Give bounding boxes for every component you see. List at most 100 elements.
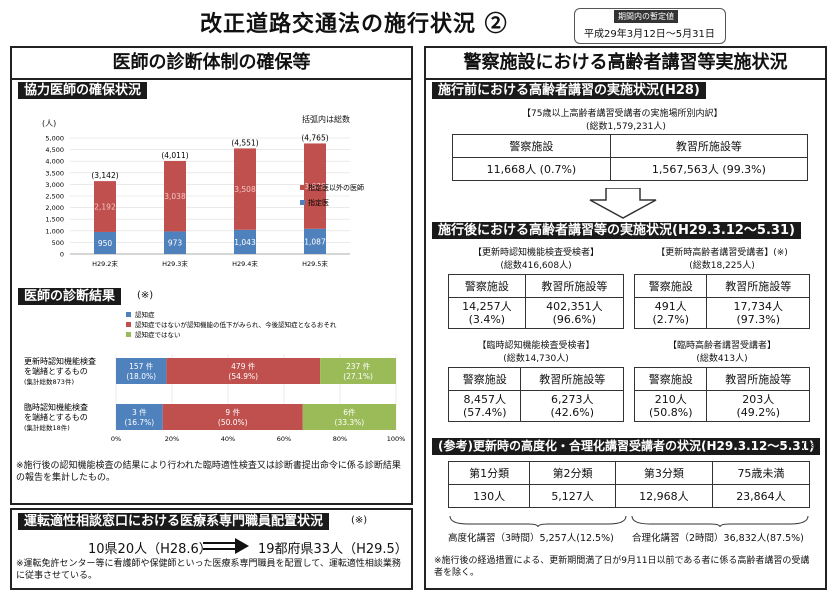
page-title: 改正道路交通法の施行状況 ② [200, 11, 508, 37]
after-val-police: 14,257人 (3.4%) [448, 297, 526, 329]
bar-other [304, 143, 326, 229]
bar-designated [164, 231, 186, 254]
after-block-title: 【更新時高齢者講習受講者】(※) [634, 245, 810, 258]
y-tick-label: 1,500 [45, 216, 64, 224]
after-val-pct: (42.6%) [550, 406, 594, 419]
bar-value-label: 1,043 [234, 238, 256, 247]
bar-total-label: (4,551) [231, 138, 258, 147]
after-col-police: 警察施設 [448, 274, 526, 298]
after-val-school: 203人 (49.2%) [706, 390, 810, 422]
reference-col-header: 75歳未満 [711, 461, 811, 485]
after-block-table: 警察施設 教習所施設等 14,257人 (3.4%) 402,351人 (96.6%) [448, 274, 625, 329]
before-caption1: 【75歳以上高齢者講習受講者の実施場所別内訳】 [522, 109, 723, 119]
bar-value-label: 1,087 [304, 237, 326, 246]
staff-note: ※運転免許センター等に看護師や保健師といった医療系専門職員を配置して、運転適性相… [16, 559, 401, 581]
after-col-school: 教習所施設等 [706, 274, 810, 298]
segment-pct-label: (16.7%) [125, 418, 155, 427]
after-val-count: 8,457人 [463, 393, 506, 406]
x-tick-label: H29.5末 [302, 259, 328, 268]
before-header: 施行前における高齢者講習の実施状況(H28) [432, 82, 706, 99]
staff-header: 運転適性相談窓口における医療系専門職員配置状況 [18, 513, 330, 530]
bar-segment [162, 404, 303, 430]
bar-total-label: (4,011) [161, 151, 188, 160]
segment-count-label: 157 件 [129, 361, 154, 371]
x-tick-label: 60% [277, 435, 291, 443]
after-val-pct: (3.4%) [468, 313, 506, 326]
after-val-count: 17,734人 [733, 300, 783, 313]
bar-designated [94, 231, 116, 254]
bar-total-label: (4,765) [301, 133, 328, 142]
after-block-table: 警察施設 教習所施設等 491人 (2.7%) 17,734人 (97.3%) [633, 274, 810, 329]
after-val-pct: (96.6%) [552, 313, 597, 326]
chart-unit: (人) [42, 119, 57, 128]
bar-value-label: 973 [168, 239, 183, 248]
bar-total-label: (3,142) [91, 171, 118, 180]
before-caption2: (総数1,579,231人) [586, 122, 666, 132]
y-tick-label: 1,000 [45, 227, 64, 235]
bar-other [164, 160, 186, 232]
after-val-pct: (50.8%) [648, 406, 693, 419]
after-block-total: (総数416,608人) [500, 261, 572, 271]
bar-segment [116, 358, 167, 384]
reference-table: 第1分類 第2分類 第3分類 75歳未満 130人 5,127人 12,968人 23,86… [447, 461, 811, 508]
bar-other [234, 148, 256, 230]
x-tick-label: 40% [221, 435, 235, 443]
reference-value: 5,127人 [529, 484, 616, 508]
reference-header: (参考)更新時の高度化・合理化講習受講者の状況(H29.3.12～5.31) [432, 438, 821, 455]
y-tick-label: 3,500 [45, 169, 64, 177]
segment-pct-label: (27.1%) [343, 372, 373, 381]
bar-designated [234, 229, 256, 254]
down-arrow-icon [589, 188, 657, 219]
diagnosis-mark: (※) [137, 290, 154, 301]
after-block-total: (総数14,730人) [503, 354, 569, 364]
before-col-school: 教習所施設等 [609, 134, 809, 158]
reference-brace [449, 515, 809, 528]
before-val-police: 11,668人 (0.7%) [452, 157, 611, 181]
after-block-title-text: 【更新時高齢者講習受講者】 [656, 248, 774, 258]
staff-mark: (※) [351, 515, 368, 526]
after-block-title: 【臨時高齢者講習受講者】 [634, 338, 810, 351]
segment-pct-label: (50.0%) [218, 418, 248, 427]
after-col-school: 教習所施設等 [520, 367, 624, 391]
after-val-pct: (97.3%) [736, 313, 780, 326]
after-val-police: 210人 (50.8%) [633, 390, 708, 422]
before-val-school: 1,567,563人 (99.3%) [609, 157, 809, 181]
y-tick-label: 2,000 [45, 204, 64, 212]
reference-value: 12,968人 [614, 484, 713, 508]
reference-col-header: 第2分類 [529, 461, 616, 485]
after-block-total: (総数18,225人) [689, 261, 755, 271]
right-arrow-icon [203, 538, 249, 554]
y-tick-label: 4,500 [45, 146, 64, 154]
after-val-count: 203人 [742, 393, 775, 406]
legend-swatch [126, 332, 131, 337]
segment-count-label: 6件 [343, 407, 356, 417]
staff-before: 10県20人（H28.6） [88, 542, 212, 557]
bar-value-label: 3,508 [234, 185, 256, 194]
after-col-police: 警察施設 [633, 367, 708, 391]
right-panel-heading: 警察施設における高齢者講習等実施状況 [426, 48, 825, 80]
bar-value-label: 950 [98, 239, 113, 248]
legend-label: 認知症 [135, 310, 155, 319]
after-block-title-text: 【臨時認知機能検査受検者】 [477, 341, 595, 351]
after-val-count: 210人 [654, 393, 687, 406]
cooperating-header: 協力医師の確保状況 [18, 82, 148, 99]
reference-value: 130人 [447, 484, 531, 508]
row-label: を端緒とするもの [24, 366, 88, 376]
after-val-police: 491人 (2.7%) [633, 297, 708, 329]
after-val-police: 8,457人 (57.4%) [447, 390, 522, 422]
legend-swatch [126, 312, 131, 317]
after-val-pct: (57.4%) [462, 406, 507, 419]
row-label: 更新時認知機能検査 [24, 356, 96, 366]
after-block-title-text: 【更新時認知機能検査受検者】 [472, 248, 599, 258]
reference-advanced: 高度化講習（3時間）5,257人(12.5%) [448, 533, 614, 544]
after-block-title: 【更新時認知機能検査受検者】 [448, 245, 624, 258]
bar-designated [304, 228, 326, 254]
legend-label: 認知症ではないが認知機能の低下がみられ、今後認知症となるおそれ [135, 320, 337, 329]
after-block: 【臨時高齢者講習受講者】 (総数413人) 警察施設 教習所施設等 210人 (50.8%… [633, 338, 810, 422]
legend-swatch [300, 200, 305, 205]
bar-segment [302, 404, 396, 430]
after-val-pct: (49.2%) [736, 406, 780, 419]
y-tick-label: 4,000 [45, 158, 64, 166]
row-label: を端緒とするもの [24, 412, 88, 422]
legend-label: 指定医以外の医師 [308, 183, 364, 192]
